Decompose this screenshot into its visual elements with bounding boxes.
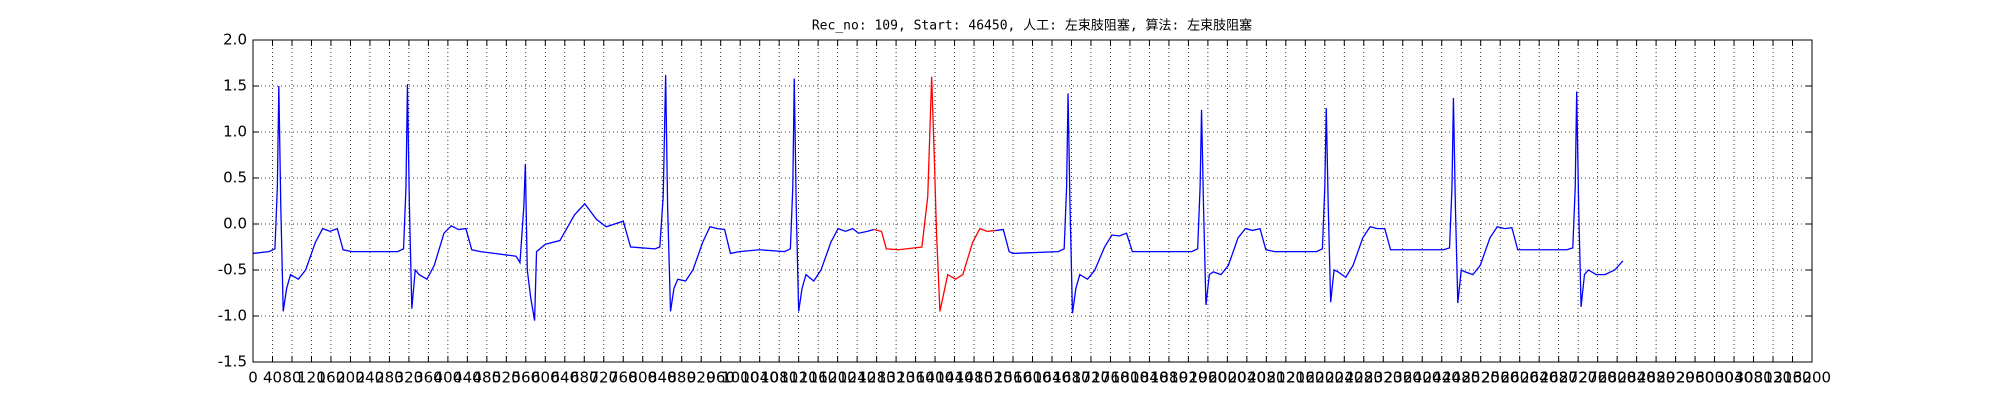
- x-tick-label: 1320: [877, 369, 915, 387]
- x-tick-label: 40: [263, 369, 282, 387]
- x-tick-label: 1280: [858, 369, 896, 387]
- y-tick-label: 0.0: [223, 215, 247, 233]
- x-tick-label: 2120: [1267, 369, 1305, 387]
- x-tick-label: 680: [570, 369, 599, 387]
- y-tick-label: -1.5: [218, 353, 247, 371]
- x-tick-label: 2560: [1481, 369, 1519, 387]
- x-tick-label: 2840: [1618, 369, 1656, 387]
- chart-title: Rec_no: 109, Start: 46450, 人工: 左束肢阻塞, 算法…: [812, 18, 1252, 34]
- y-tick-label: 1.5: [223, 77, 247, 95]
- x-tick-label: 200: [336, 369, 365, 387]
- x-tick-label: 400: [434, 369, 463, 387]
- x-tick-label: 1240: [838, 369, 876, 387]
- x-tick-label: 120: [297, 369, 326, 387]
- x-tick-label: 1000: [721, 369, 759, 387]
- x-tick-label: 2440: [1423, 369, 1461, 387]
- x-tick-label: 2240: [1325, 369, 1363, 387]
- x-tick-label: 1040: [741, 369, 779, 387]
- x-tick-label: 1960: [1189, 369, 1227, 387]
- y-tick-label: -0.5: [218, 261, 247, 279]
- x-tick-label: 640: [550, 369, 579, 387]
- x-tick-label: 1840: [1130, 369, 1168, 387]
- x-tick-label: 2280: [1345, 369, 1383, 387]
- x-tick-label: 480: [473, 369, 502, 387]
- ecg-line: [252, 74, 874, 321]
- x-tick-label: 2200: [1306, 369, 1344, 387]
- x-tick-label: 320: [395, 369, 424, 387]
- x-tick-label: 1920: [1169, 369, 1207, 387]
- x-tick-label: 0: [248, 369, 258, 387]
- y-tick-label: 2.0: [223, 31, 247, 49]
- x-tick-label: 3120: [1754, 369, 1792, 387]
- x-tick-label: 2360: [1384, 369, 1422, 387]
- x-tick-label: 80: [282, 369, 301, 387]
- x-tick-label: 1080: [760, 369, 798, 387]
- x-tick-label: 2760: [1579, 369, 1617, 387]
- x-tick-label: 960: [706, 369, 735, 387]
- x-tick-label: 360: [414, 369, 443, 387]
- x-tick-label: 600: [531, 369, 560, 387]
- x-tick-label: 1520: [974, 369, 1012, 387]
- x-tick-label: 880: [667, 369, 696, 387]
- x-tick-label: 2880: [1637, 369, 1675, 387]
- x-tick-label: 2800: [1598, 369, 1636, 387]
- x-tick-label: 1360: [896, 369, 934, 387]
- x-tick-label: 2920: [1656, 369, 1694, 387]
- x-tick-label: 1200: [819, 369, 857, 387]
- x-tick-label: 560: [512, 369, 541, 387]
- x-tick-label: 920: [687, 369, 716, 387]
- x-tick-label: 3160: [1773, 369, 1811, 387]
- x-tick-label: 2520: [1462, 369, 1500, 387]
- x-tick-label: 2640: [1520, 369, 1558, 387]
- x-tick-label: 1720: [1072, 369, 1110, 387]
- x-tick-label: 2040: [1228, 369, 1266, 387]
- x-tick-label: 1120: [780, 369, 818, 387]
- x-tick-label: 1760: [1091, 369, 1129, 387]
- y-tick-label: 1.0: [223, 123, 247, 141]
- y-tick-label: 0.5: [223, 169, 247, 187]
- x-tick-label: 2720: [1559, 369, 1597, 387]
- x-tick-label: 3200: [1793, 369, 1831, 387]
- x-tick-label: 2680: [1540, 369, 1578, 387]
- plot-frame: [252, 39, 1813, 363]
- x-tick-label: 3000: [1695, 369, 1733, 387]
- x-tick-label: 1880: [1150, 369, 1188, 387]
- x-tick-label: 1480: [955, 369, 993, 387]
- x-tick-label: 1400: [916, 369, 954, 387]
- x-tick-label: 160: [317, 369, 346, 387]
- x-tick-label: 2160: [1286, 369, 1324, 387]
- x-tick-label: 240: [356, 369, 385, 387]
- x-tick-label: 1160: [799, 369, 837, 387]
- x-tick-label: 2080: [1247, 369, 1285, 387]
- x-tick-label: 2000: [1208, 369, 1246, 387]
- x-tick-label: 1640: [1033, 369, 1071, 387]
- x-tick-label: 720: [589, 369, 618, 387]
- x-tick-label: 2600: [1501, 369, 1539, 387]
- y-tick-label: -1.0: [218, 307, 247, 325]
- x-tick-label: 800: [628, 369, 657, 387]
- x-tick-label: 1560: [994, 369, 1032, 387]
- ecg-line: [995, 91, 1624, 314]
- x-tick-label: 520: [492, 369, 521, 387]
- x-tick-label: 440: [453, 369, 482, 387]
- ecg-line: [873, 76, 997, 312]
- x-tick-label: 2960: [1676, 369, 1714, 387]
- x-tick-label: 1800: [1111, 369, 1149, 387]
- x-tick-label: 3040: [1715, 369, 1753, 387]
- x-tick-label: 3080: [1734, 369, 1772, 387]
- x-tick-label: 280: [375, 369, 404, 387]
- x-tick-label: 1680: [1052, 369, 1090, 387]
- x-tick-label: 840: [648, 369, 677, 387]
- x-tick-label: 2480: [1442, 369, 1480, 387]
- x-tick-label: 760: [609, 369, 638, 387]
- x-tick-label: 1600: [1013, 369, 1051, 387]
- x-tick-label: 2400: [1403, 369, 1441, 387]
- x-tick-label: 2320: [1364, 369, 1402, 387]
- x-tick-label: 1440: [935, 369, 973, 387]
